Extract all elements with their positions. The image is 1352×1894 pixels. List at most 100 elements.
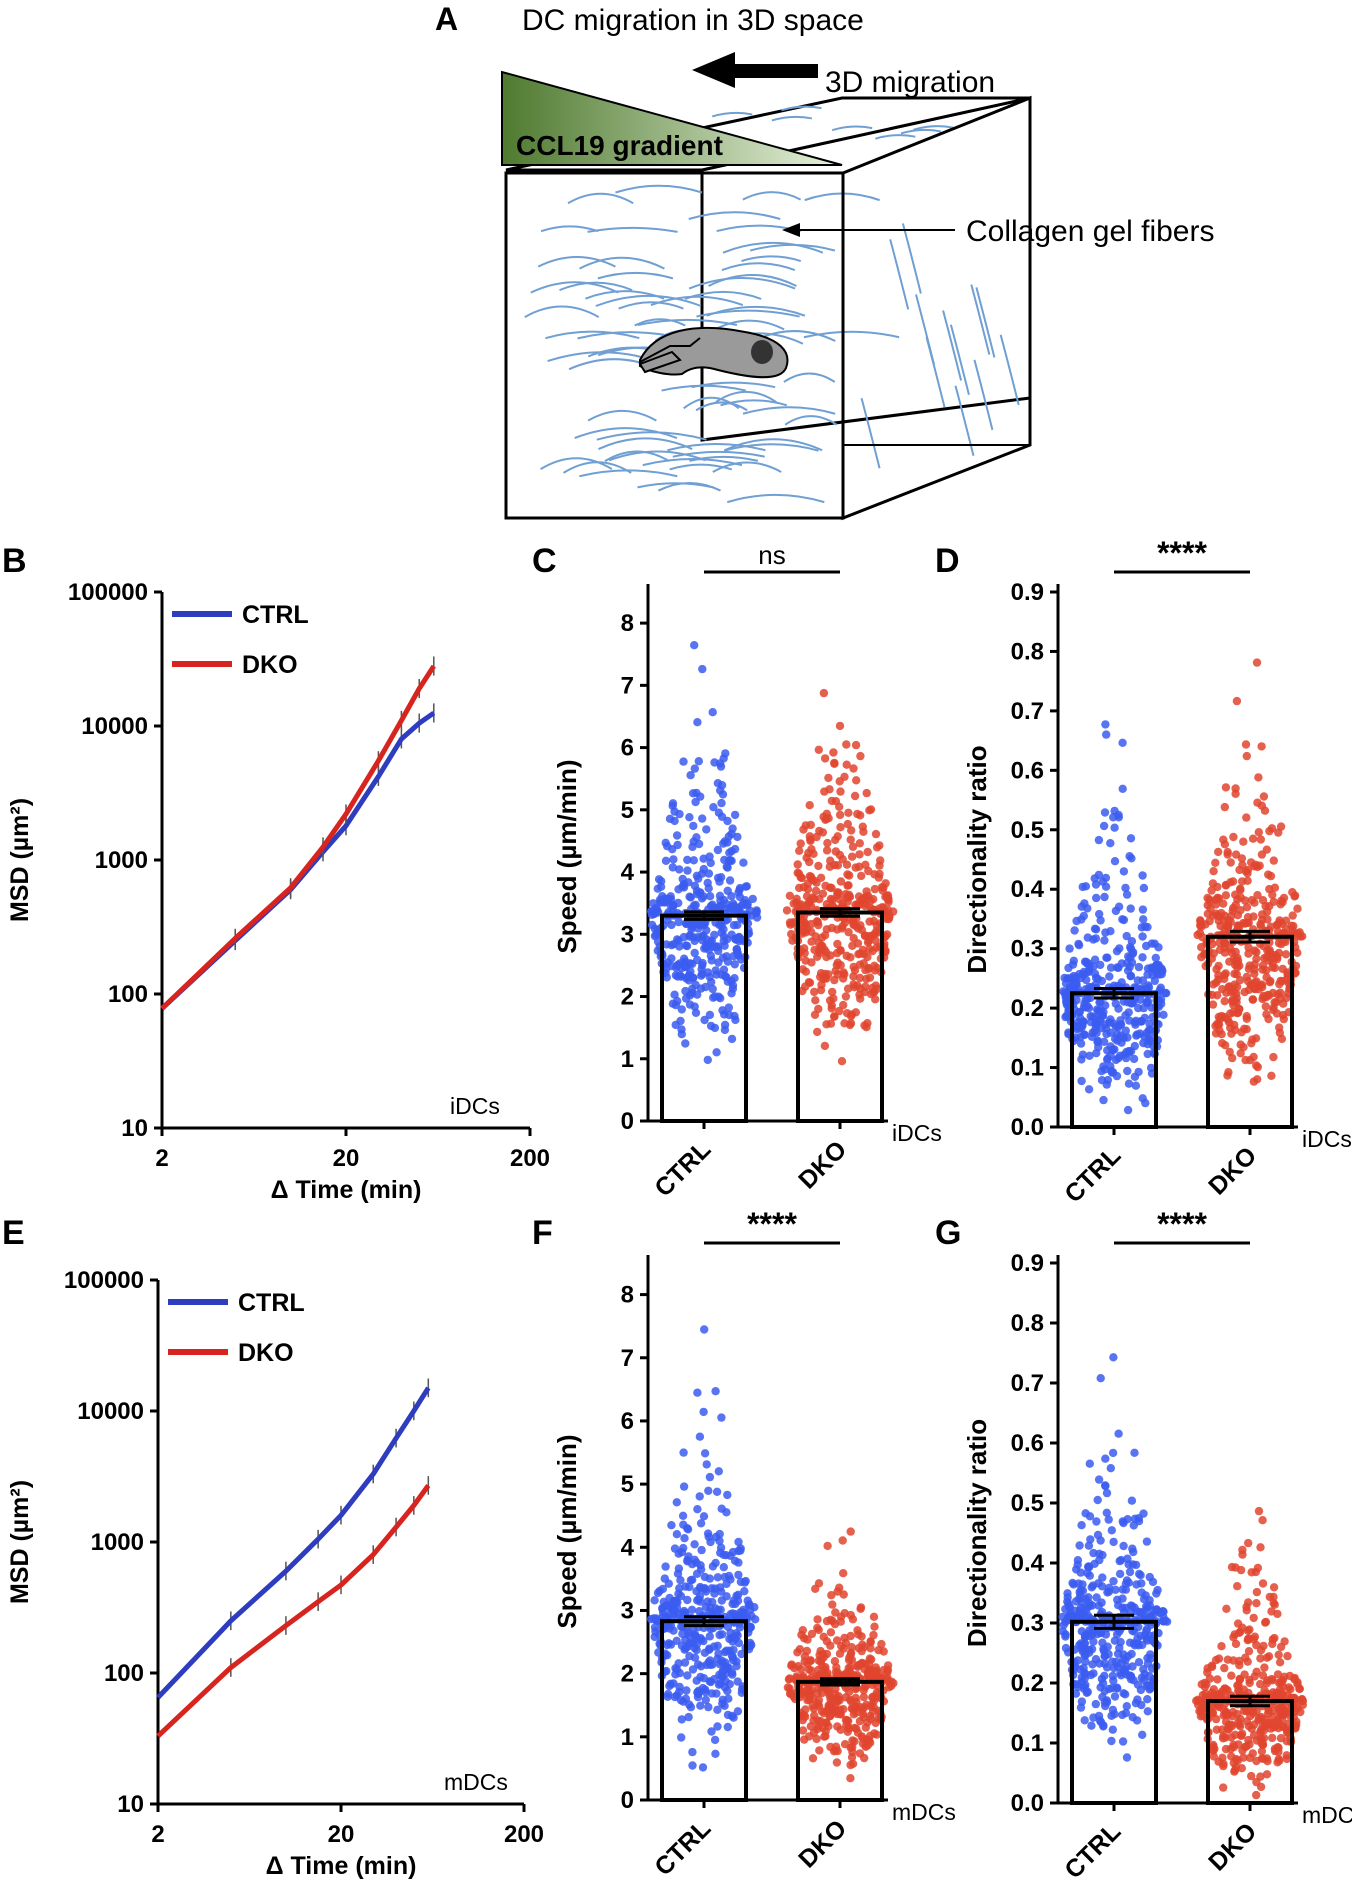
series-line-dko <box>156 1484 431 1738</box>
data-point <box>1214 1012 1224 1022</box>
data-point <box>713 1654 722 1664</box>
y-tick-label: 0.8 <box>1011 1310 1044 1337</box>
data-point <box>706 858 715 868</box>
cell-type-tag: iDCs <box>1302 1126 1352 1152</box>
data-point <box>1074 1579 1083 1588</box>
data-point <box>1139 1509 1148 1518</box>
data-point <box>681 919 691 928</box>
y-tick-label: 0.0 <box>1011 1114 1044 1141</box>
data-point <box>855 839 864 848</box>
data-point <box>842 860 852 869</box>
data-point <box>815 826 824 836</box>
data-point <box>1124 1079 1134 1088</box>
data-point <box>803 1685 813 1694</box>
collagen-fiber <box>723 443 819 452</box>
data-point <box>849 972 858 981</box>
data-point <box>805 832 814 841</box>
y-tick-label: 0 <box>621 1787 634 1814</box>
data-point <box>860 931 870 941</box>
data-point <box>854 1630 863 1639</box>
data-point <box>1138 953 1147 962</box>
y-tick-label: 100000 <box>68 579 148 606</box>
data-point <box>724 832 733 841</box>
data-point <box>1147 939 1157 948</box>
data-point <box>845 892 855 901</box>
data-point <box>819 688 829 698</box>
data-point <box>1239 1043 1248 1052</box>
data-point <box>1117 1038 1126 1047</box>
data-point <box>1249 912 1258 921</box>
data-point <box>1242 1606 1251 1615</box>
data-point <box>748 894 757 904</box>
data-point <box>844 1687 854 1697</box>
data-point <box>863 1019 872 1028</box>
collagen-fiber <box>595 294 702 307</box>
data-point <box>1123 1515 1132 1524</box>
data-point <box>1101 720 1110 729</box>
data-point <box>667 920 676 930</box>
data-point <box>694 839 704 849</box>
data-point <box>1108 1657 1117 1666</box>
data-point <box>798 1726 808 1735</box>
data-point <box>1258 1579 1268 1588</box>
data-point <box>807 958 816 967</box>
data-point <box>1220 1663 1229 1673</box>
data-point <box>787 1660 796 1669</box>
data-point <box>682 974 691 983</box>
data-point <box>1100 1671 1109 1681</box>
data-point <box>699 1674 709 1683</box>
data-point <box>884 894 893 903</box>
data-point <box>835 777 844 786</box>
data-point <box>1138 976 1148 985</box>
data-point <box>714 1605 723 1615</box>
data-point <box>1256 1734 1266 1743</box>
data-point <box>857 871 866 881</box>
data-point <box>845 1653 854 1662</box>
data-point <box>1114 1601 1123 1610</box>
data-point <box>1091 925 1101 934</box>
data-point <box>1278 897 1287 907</box>
data-point <box>1235 1661 1244 1670</box>
data-point <box>1094 1475 1104 1484</box>
collagen-fiber <box>618 301 684 310</box>
data-point <box>828 895 837 905</box>
data-point <box>1214 961 1223 971</box>
data-point <box>1295 1684 1304 1694</box>
data-point <box>1079 911 1089 921</box>
data-point <box>1077 1521 1086 1530</box>
data-point <box>833 958 842 967</box>
data-point <box>1275 1028 1285 1038</box>
data-point <box>1257 1747 1267 1756</box>
data-point <box>711 1749 720 1759</box>
data-point <box>1266 871 1276 881</box>
y-tick-label: 3 <box>621 921 634 948</box>
collagen-fiber <box>683 396 740 410</box>
data-point <box>1077 1697 1087 1706</box>
data-point <box>1074 939 1083 949</box>
collagen-fiber <box>540 457 613 470</box>
data-point <box>801 902 810 911</box>
data-point <box>831 1608 840 1617</box>
data-point <box>830 975 839 985</box>
data-point <box>1221 1710 1230 1719</box>
data-point <box>692 1676 701 1685</box>
data-point <box>839 1644 848 1653</box>
data-point <box>1129 1054 1139 1064</box>
data-point <box>1121 1026 1131 1035</box>
data-point <box>718 1673 727 1682</box>
data-point <box>1143 1049 1152 1059</box>
data-point <box>668 799 678 808</box>
data-point <box>846 835 855 844</box>
data-point <box>674 936 683 945</box>
data-point <box>1095 909 1104 919</box>
data-point <box>1152 1589 1161 1598</box>
data-point <box>672 831 682 840</box>
data-point <box>1223 847 1232 857</box>
data-point <box>1106 839 1115 848</box>
panel-b-label: B <box>2 542 27 580</box>
data-point <box>1151 964 1160 973</box>
data-point <box>1084 1593 1093 1602</box>
data-point <box>1077 1023 1086 1032</box>
data-point <box>883 1665 893 1675</box>
data-point <box>703 1055 712 1065</box>
